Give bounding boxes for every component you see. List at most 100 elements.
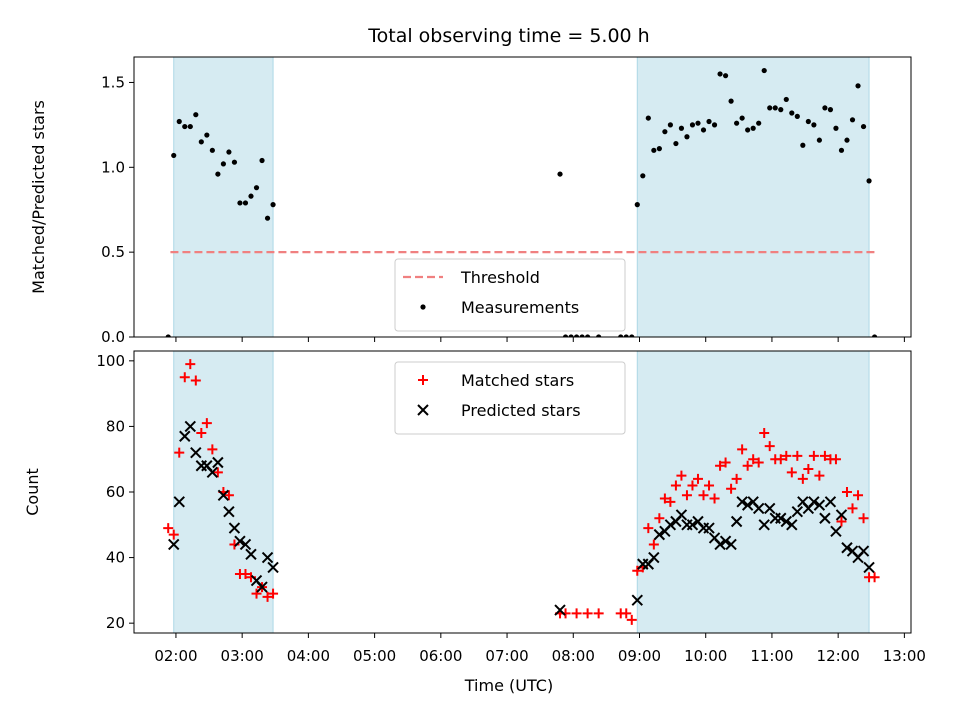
matched-star-point <box>808 450 819 461</box>
predicted-star-point <box>725 538 737 551</box>
predicted-star-point <box>824 496 837 508</box>
predicted-star-point <box>775 512 787 524</box>
measurement-point <box>176 118 182 125</box>
measurement-point <box>722 73 729 79</box>
predicted-star-point <box>863 561 875 574</box>
y-tick-label: 0.5 <box>101 243 125 261</box>
measurement-point <box>678 125 685 131</box>
y-tick-label: 20 <box>106 614 125 632</box>
legend-marker-predicted <box>417 404 429 416</box>
matched-star-point <box>847 503 858 514</box>
measurement-point <box>728 98 734 104</box>
measurement-point <box>739 115 745 121</box>
matched-star-point <box>185 359 196 370</box>
matched-star-point <box>632 565 643 576</box>
measurement-point <box>220 161 226 167</box>
matched-star-point <box>737 444 748 455</box>
predicted-star-point <box>675 509 688 521</box>
matched-star-point <box>726 483 737 494</box>
legend-box <box>394 258 626 332</box>
predicted-star-point <box>631 594 643 606</box>
plot-area <box>165 67 878 337</box>
measurement-point <box>623 334 629 337</box>
measurement-point <box>204 132 210 138</box>
measurement-point <box>789 110 795 116</box>
x-tick-label: 12:00 <box>817 647 860 665</box>
matched-star-point <box>179 372 190 383</box>
matched-star-point <box>648 539 659 550</box>
legend-marker-measurements <box>420 304 426 310</box>
predicted-star-point <box>741 499 754 511</box>
measurement-point <box>833 125 839 131</box>
x-tick-label: 09:00 <box>618 647 661 665</box>
predicted-star-point <box>758 519 770 531</box>
y-tick-label: 80 <box>106 417 125 435</box>
observing-window-2 <box>636 350 870 634</box>
matched-star-point <box>819 450 830 461</box>
matched-star-point <box>268 588 279 599</box>
matched-star-point <box>168 529 179 540</box>
measurement-point <box>772 105 778 111</box>
matched-star-point <box>207 444 218 455</box>
predicted-star-point <box>223 505 235 518</box>
legend: Matched stars Predicted stars <box>394 361 626 435</box>
measurement-point <box>215 171 221 177</box>
observing-window-2 <box>636 56 870 338</box>
predicted-star-point <box>653 528 666 541</box>
matched-star-point <box>670 480 681 491</box>
predicted-star-point <box>245 548 257 561</box>
predicted-star-point <box>780 515 792 528</box>
measurement-point <box>673 140 679 147</box>
predicted-star-point <box>835 509 848 521</box>
y-axis-label: Matched/Predicted stars <box>29 100 48 294</box>
measurement-point <box>618 334 624 337</box>
observing-window-1 <box>173 56 274 338</box>
measurement-point <box>568 334 574 337</box>
matched-star-point <box>715 460 726 471</box>
legend-box <box>394 361 626 435</box>
matched-star-point <box>814 470 825 481</box>
matched-star-point <box>797 473 808 484</box>
matched-star-point <box>212 467 223 478</box>
measurement-point <box>573 334 580 337</box>
y-tick-label: 1.5 <box>101 73 125 91</box>
predicted-star-point <box>857 545 870 557</box>
measurement-point <box>242 200 249 206</box>
x-tick-label: 08:00 <box>552 647 595 665</box>
predicted-star-point <box>730 515 743 528</box>
measurement-point <box>800 142 806 148</box>
matched-star-point <box>582 608 593 619</box>
measurement-point <box>816 137 822 143</box>
measurement-point <box>596 334 602 337</box>
measurement-point <box>248 193 254 199</box>
matched-star-point <box>571 608 582 619</box>
matched-star-point <box>731 473 742 484</box>
matched-star-point <box>681 490 692 501</box>
predicted-star-point <box>819 512 831 524</box>
measurement-point <box>767 105 773 111</box>
x-tick-label: 10:00 <box>684 647 727 665</box>
matched-star-point <box>775 454 786 465</box>
measurement-point <box>761 67 767 74</box>
predicted-star-point <box>184 420 196 433</box>
predicted-star-point <box>234 535 246 547</box>
matched-star-point <box>709 493 720 504</box>
matched-star-point <box>687 480 698 491</box>
predicted-star-point <box>714 538 726 551</box>
measurement-point <box>264 215 271 221</box>
matched-star-point <box>792 450 803 461</box>
measurement-point <box>695 120 701 126</box>
legend-label: Measurements <box>461 298 579 317</box>
measurement-point <box>844 137 850 143</box>
measurement-point <box>711 122 718 128</box>
measurement-point <box>734 120 740 126</box>
x-tick-label: 13:00 <box>883 647 926 665</box>
measurement-point <box>706 118 712 125</box>
y-tick-label: 1.0 <box>101 158 125 176</box>
x-tick-label: 11:00 <box>750 647 793 665</box>
predicted-star-point <box>228 522 241 534</box>
predicted-star-point <box>686 519 699 531</box>
ratio-panel: 0.0 0.5 1.0 1.5 Matched/Predicted stars Thres… <box>29 56 912 346</box>
legend-marker-matched <box>418 375 428 385</box>
